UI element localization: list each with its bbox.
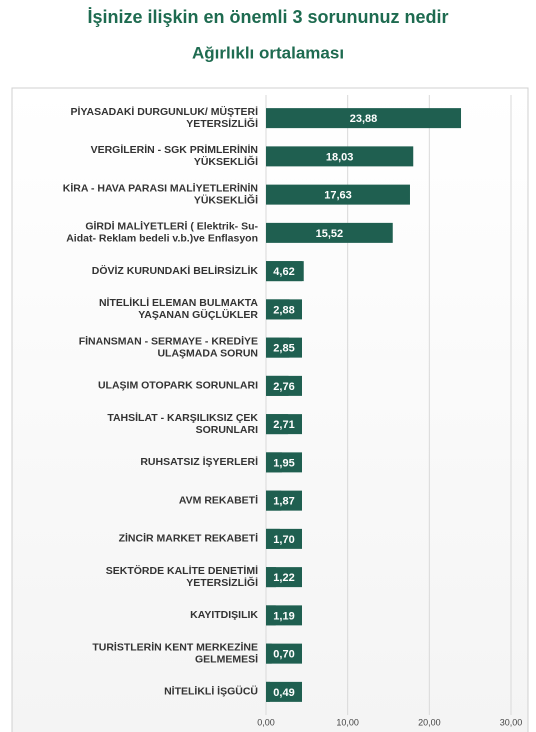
y-tick-label: ULAŞIM OTOPARK SORUNLARI	[98, 380, 258, 392]
value-label-bg	[266, 375, 302, 396]
y-tick-label: FİNANSMAN - SERMAYE - KREDİYE	[79, 334, 258, 347]
bar	[266, 184, 410, 205]
value-label: 4,62	[273, 266, 294, 278]
value-label: 18,03	[326, 151, 354, 163]
chart-subtitle: Ağırlıklı ortalaması	[192, 43, 344, 62]
y-tick-label: YETERSİZLİĞİ	[186, 117, 258, 130]
y-tick-label: RUHSATSIZ İŞYERLERİ	[140, 455, 258, 468]
y-tick-label: TURİSTLERİN KENT MERKEZİNE	[92, 640, 258, 653]
value-label: 0,49	[273, 687, 294, 699]
x-tick-label: 0,00	[257, 717, 275, 727]
y-tick-label: NİTELİKLİ İŞGÜCÜ	[164, 685, 258, 698]
value-label-bg	[266, 643, 302, 664]
value-label-bg	[266, 681, 302, 702]
y-tick-label: SORUNLARI	[196, 424, 258, 436]
value-label-bg	[266, 414, 302, 435]
y-tick-label: GELMEMESİ	[195, 652, 258, 665]
value-label: 17,63	[324, 190, 352, 202]
value-label: 2,88	[273, 304, 294, 316]
x-tick-label: 20,00	[418, 717, 441, 727]
bar	[266, 222, 393, 243]
value-label: 1,19	[273, 610, 294, 622]
y-tick-label: Aidat- Reklam bedeli v.b.)ve Enflasyon	[66, 233, 258, 245]
y-tick-label: AVM REKABETİ	[179, 493, 258, 506]
value-label: 1,95	[273, 457, 294, 469]
y-tick-label: KAYITDIŞILIK	[190, 609, 258, 621]
y-tick-label: KİRA - HAVA PARASI MALİYETLERİNİN	[63, 181, 258, 194]
value-label-bg	[266, 261, 302, 282]
y-tick-label: PİYASADAKİ DURGUNLUK/ MÜŞTERİ	[71, 105, 259, 118]
value-label: 1,87	[273, 496, 294, 508]
y-tick-label: YAŞANAN GÜÇLÜKLER	[138, 308, 258, 321]
y-tick-label: YÜKSEKLİĞİ	[194, 155, 258, 168]
value-label-bg	[266, 490, 302, 511]
y-tick-label: YÜKSEKLİĞİ	[194, 193, 258, 206]
y-tick-label: GİRDİ MALİYETLERİ ( Elektrik- Su-	[85, 220, 258, 233]
value-label: 1,22	[273, 572, 294, 584]
y-tick-label: YETERSİZLİĞİ	[186, 576, 258, 589]
value-label: 1,70	[273, 534, 294, 546]
value-label-bg	[266, 605, 302, 626]
value-label-bg	[266, 299, 302, 320]
y-tick-label: TAHSİLAT - KARŞILIKSIZ ÇEK	[107, 411, 258, 424]
y-tick-label: ZİNCİR MARKET REKABETİ	[119, 532, 258, 545]
value-label: 0,70	[273, 649, 294, 661]
value-label: 15,52	[316, 228, 344, 240]
value-label-bg	[266, 452, 302, 473]
chart-title: İşinize ilişkin en önemli 3 sorununuz ne…	[87, 7, 448, 27]
y-tick-label: VERGİLERİN - SGK PRİMLERİNİN	[91, 143, 258, 156]
y-tick-label: SEKTÖRDE KALİTE DENETİMİ	[106, 564, 258, 577]
bar	[266, 108, 462, 129]
value-label: 2,71	[273, 419, 294, 431]
value-label: 23,88	[350, 113, 378, 125]
value-label-bg	[266, 528, 302, 549]
value-label: 2,85	[273, 343, 294, 355]
bar	[266, 146, 414, 167]
y-tick-label: DÖVİZ KURUNDAKİ BELİRSİZLİK	[92, 264, 259, 277]
y-tick-label: ULAŞMADA SORUN	[157, 347, 258, 359]
x-tick-label: 30,00	[500, 717, 523, 727]
x-tick-label: 10,00	[336, 717, 359, 727]
y-tick-label: NİTELİKLİ ELEMAN BULMAKTA	[99, 296, 258, 309]
value-label-bg	[266, 567, 302, 588]
value-label-bg	[266, 337, 302, 358]
value-label: 2,76	[273, 381, 294, 393]
